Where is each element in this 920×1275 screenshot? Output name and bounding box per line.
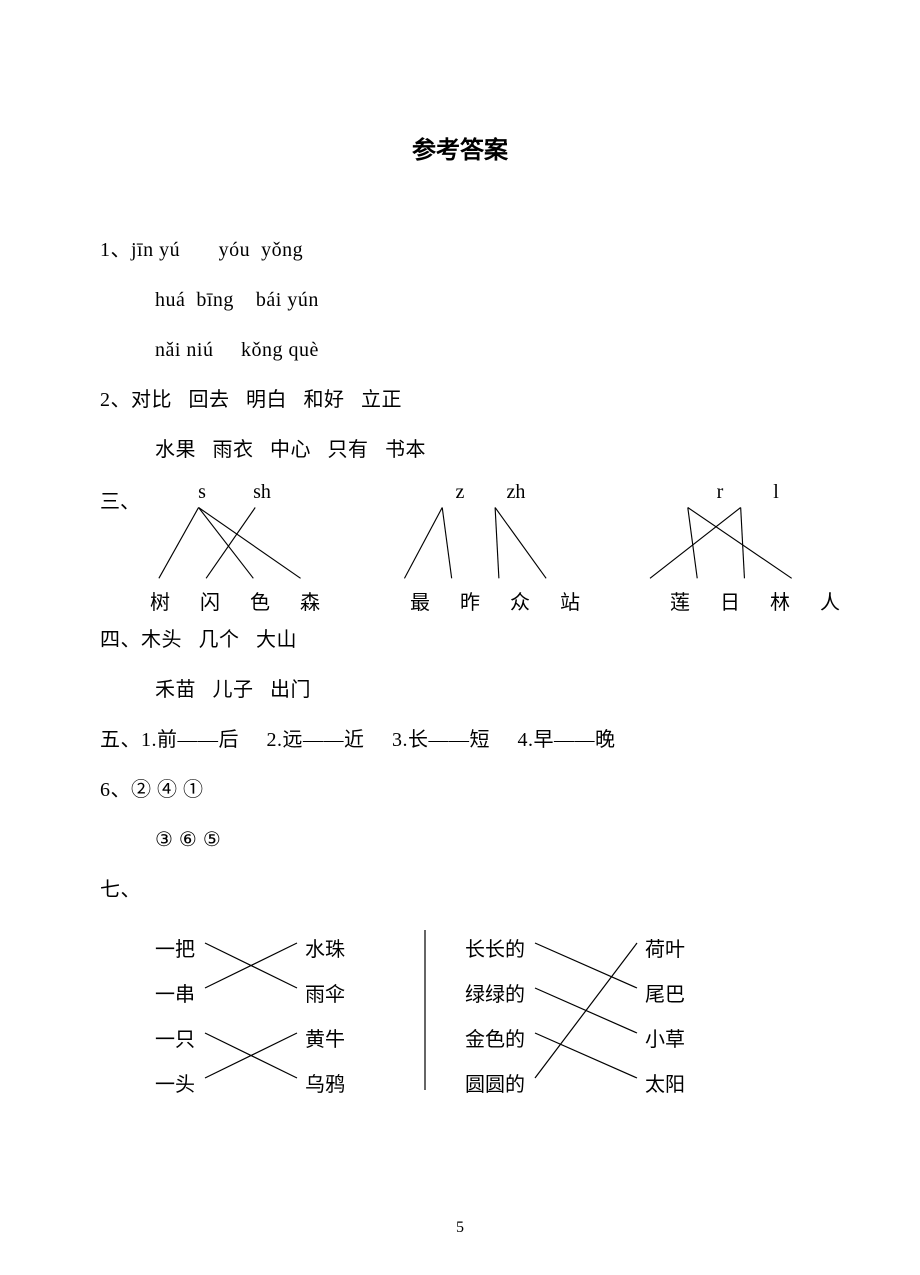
q3-top-label: z bbox=[456, 481, 465, 504]
q7-left-word: 金色的 bbox=[465, 1023, 525, 1052]
q3-top-label: zh bbox=[507, 481, 526, 504]
page: 参考答案 1、jīn yú yóu yǒng huá bīng bái yún … bbox=[0, 0, 920, 1275]
q1-row-1: 1、jīn yú yóu yǒng bbox=[100, 235, 820, 265]
q7-left-word: 一只 bbox=[155, 1023, 195, 1052]
q5-row: 五、1.前——后 2.远——近 3.长——短 4.早——晚 bbox=[100, 725, 820, 755]
q3-top-label: r bbox=[717, 481, 724, 504]
q3-diagram: ssh树闪色森zzh最昨众站rl莲日林人 bbox=[140, 485, 820, 615]
q3-bottom-label: 林 bbox=[770, 586, 790, 615]
q7-left-word: 一把 bbox=[155, 933, 195, 962]
q3-bottom-label: 昨 bbox=[460, 586, 480, 615]
q6-row-2: ③ ⑥ ⑤ bbox=[100, 825, 820, 855]
q7-left-word: 圆圆的 bbox=[465, 1068, 525, 1097]
q3-bottom-label: 日 bbox=[720, 586, 740, 615]
q1-row-2: huá bīng bái yún bbox=[100, 285, 820, 315]
q7-right-word: 小草 bbox=[645, 1023, 685, 1052]
q1-row-3: nǎi niú kǒng què bbox=[100, 335, 820, 365]
q7-diagram: 一把一串一只一头 水珠雨伞黄牛乌鸦 长长的绿绿的金色的圆圆的 荷叶尾巴小草太阳 bbox=[155, 925, 775, 1115]
q3-bottom-label: 闪 bbox=[200, 586, 220, 615]
page-title: 参考答案 bbox=[100, 130, 820, 165]
q3-lines bbox=[140, 485, 820, 615]
q7-label: 七、 bbox=[100, 875, 820, 905]
q3-top-label: l bbox=[773, 481, 779, 504]
q3-bottom-label: 色 bbox=[250, 586, 270, 615]
q3-label: 三、 bbox=[100, 485, 140, 514]
q2-row-2: 水果 雨衣 中心 只有 书本 bbox=[100, 435, 820, 465]
q3-top-label: s bbox=[198, 481, 206, 504]
q7-left-word: 一头 bbox=[155, 1068, 195, 1097]
q4-row-1: 四、木头 几个 大山 bbox=[100, 625, 820, 655]
q7-right-word: 水珠 bbox=[305, 933, 345, 962]
q7-right-word: 太阳 bbox=[645, 1068, 685, 1097]
q7-right-word: 黄牛 bbox=[305, 1023, 345, 1052]
q3-bottom-label: 森 bbox=[300, 586, 320, 615]
q3-top-label: sh bbox=[253, 481, 271, 504]
q4-row-2: 禾苗 儿子 出门 bbox=[100, 675, 820, 705]
q7-right-word: 雨伞 bbox=[305, 978, 345, 1007]
q7-left-word: 一串 bbox=[155, 978, 195, 1007]
q3-bottom-label: 最 bbox=[410, 586, 430, 615]
q3-bottom-label: 树 bbox=[150, 586, 170, 615]
q7-right-word: 荷叶 bbox=[645, 933, 685, 962]
q2-row-1: 2、对比 回去 明白 和好 立正 bbox=[100, 385, 820, 415]
q6-row-1: 6、② ④ ① bbox=[100, 775, 820, 805]
page-number: 5 bbox=[0, 1219, 920, 1237]
q7-right-word: 乌鸦 bbox=[305, 1068, 345, 1097]
q7-left-word: 长长的 bbox=[465, 933, 525, 962]
q3-bottom-label: 众 bbox=[510, 586, 530, 615]
q3-bottom-label: 人 bbox=[820, 586, 840, 615]
q7-right-word: 尾巴 bbox=[645, 978, 685, 1007]
q3-bottom-label: 站 bbox=[560, 586, 580, 615]
q3-bottom-label: 莲 bbox=[670, 586, 690, 615]
q7-left-word: 绿绿的 bbox=[465, 978, 525, 1007]
